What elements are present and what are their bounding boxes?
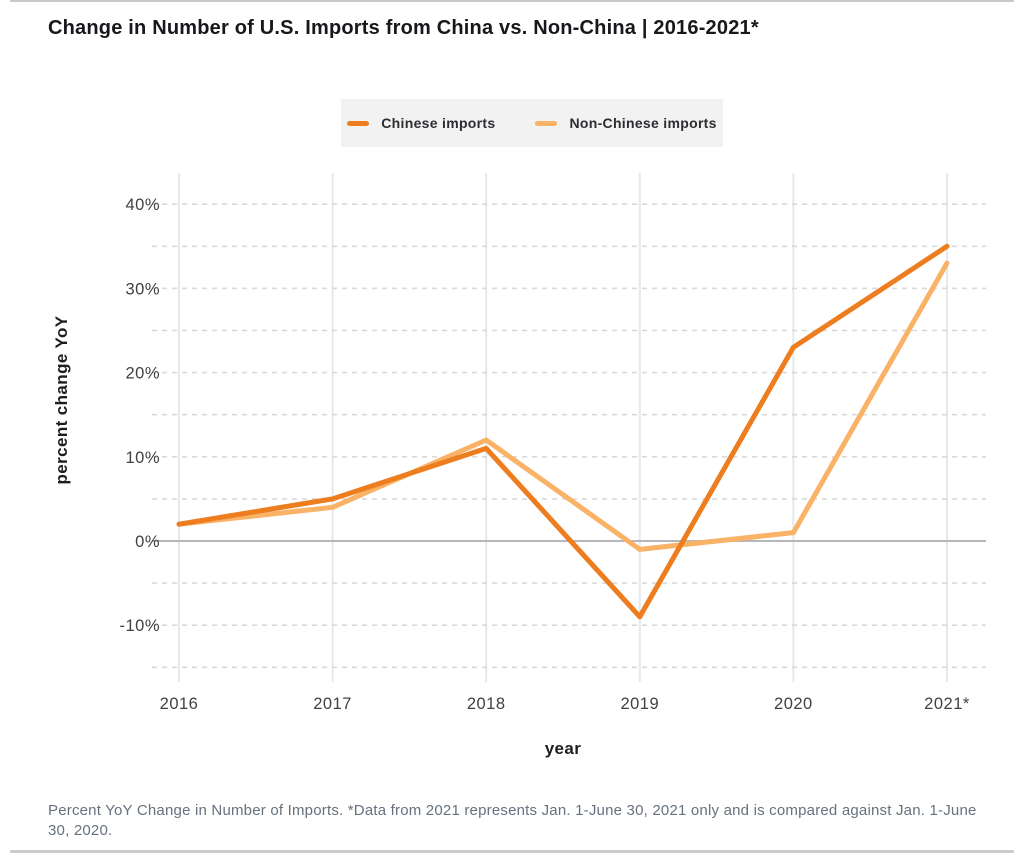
y-tick-label--10: -10% (119, 617, 160, 635)
footnote: Percent YoY Change in Number of Imports.… (48, 802, 977, 839)
x-tick-label-2020: 2020 (774, 695, 813, 713)
x-tick-label-2021*: 2021* (924, 695, 970, 713)
series-line-non-chinese-imports (176, 260, 950, 552)
y-tick-label-40: 40% (125, 196, 160, 214)
legend-item-non-chinese-imports: Non-Chinese imports (535, 115, 716, 131)
y-tick-label-0: 0% (135, 533, 160, 551)
legend-swatch-non-chinese-imports (535, 120, 558, 126)
chart-title: Change in Number of U.S. Imports from Ch… (48, 17, 759, 39)
y-tick-label-10: 10% (125, 449, 160, 467)
legend-item-chinese-imports: Chinese imports (347, 115, 495, 131)
legend: Chinese imports Non-Chinese imports (341, 99, 723, 147)
legend-label-non-chinese-imports: Non-Chinese imports (569, 115, 717, 131)
x-tick-label-2019: 2019 (620, 695, 659, 713)
y-tick-label-30: 30% (125, 280, 160, 298)
legend-label-chinese-imports: Chinese imports (381, 115, 496, 131)
legend-swatch-chinese-imports (347, 120, 370, 126)
x-tick-label-2018: 2018 (467, 695, 506, 713)
y-axis-title: percent change YoY (52, 315, 71, 485)
y-tick-label-20: 20% (125, 365, 160, 383)
x-axis-title: year (544, 739, 582, 758)
card-edge-bottom (10, 850, 1014, 853)
x-tick-label-2016: 2016 (160, 695, 199, 713)
x-tick-label-2017: 2017 (313, 695, 352, 713)
card-edge-top (10, 0, 1014, 2)
series-line-chinese-imports (176, 243, 950, 620)
